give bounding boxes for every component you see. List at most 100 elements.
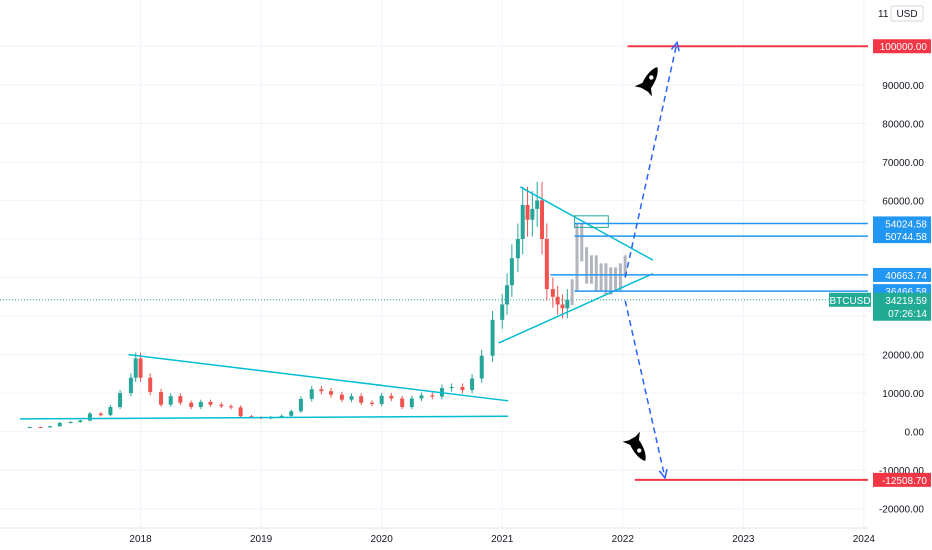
candle-body (470, 378, 475, 391)
price-level-tag: 36466.58 (885, 287, 927, 298)
time-tick-label: 2020 (371, 534, 394, 545)
candle-body (148, 377, 153, 392)
candle-body (544, 238, 549, 290)
candle-body (309, 389, 314, 399)
candle-body (238, 407, 243, 417)
candle-body (198, 401, 203, 407)
candle-body (159, 391, 164, 405)
price-level-tag: 50744.58 (885, 232, 927, 243)
candle-body (219, 404, 224, 407)
candle-body (565, 299, 570, 309)
time-tick-label: 2018 (129, 534, 152, 545)
price-level-tag: 100000.00 (880, 42, 928, 53)
candle-body (57, 422, 62, 427)
candle-body (208, 401, 213, 405)
highlight-rectangle (574, 215, 609, 228)
candle-body (27, 427, 32, 429)
candle-body (525, 205, 530, 220)
candle-body (550, 289, 555, 297)
candle-body (228, 406, 233, 408)
candle-body (505, 285, 510, 305)
current-price-tag-bg (873, 292, 931, 321)
candle-body (430, 395, 435, 397)
candle-body (133, 358, 138, 378)
time-tick-label: 2024 (853, 534, 876, 545)
candle-body (400, 398, 405, 407)
trendline (19, 415, 509, 420)
candle-body (78, 420, 83, 423)
candle-body (249, 416, 254, 418)
time-axis: 2018 2019 2020 2021 2022 2023 2024 (0, 527, 876, 545)
time-tick-label: 2023 (732, 534, 755, 545)
candle-body (409, 398, 414, 407)
current-price-tag: 34219.59 (885, 296, 927, 307)
candle-body (128, 377, 133, 394)
price-tick-label: 60000.00 (882, 196, 924, 207)
currency-label[interactable]: USD (896, 9, 917, 20)
price-tick-label-partial: 11 (878, 9, 889, 20)
candle-body (359, 396, 364, 403)
price-tick-label: -20000.00 (879, 505, 924, 516)
price-tick-label: 10000.00 (882, 389, 924, 400)
candle-body (68, 422, 73, 424)
candle-body (389, 395, 394, 399)
candle-body (329, 391, 334, 395)
candle-body (509, 258, 514, 286)
price-tick-label: 70000.00 (882, 158, 924, 169)
candle-body (500, 304, 505, 320)
candle-body (460, 386, 465, 391)
candle-body (379, 395, 384, 404)
candle-body (178, 396, 183, 403)
time-tick-label: 2022 (612, 534, 635, 545)
candle-body (319, 389, 324, 392)
currency-box[interactable] (890, 5, 924, 22)
candle-body (479, 355, 484, 379)
arrow-head (670, 40, 680, 52)
grid (0, 0, 868, 528)
price-tick-label: 0.00 (905, 428, 925, 439)
drawings (19, 40, 868, 481)
time-tick-label: 2019 (250, 534, 273, 545)
price-tick-label: 20000.00 (882, 351, 924, 362)
candle-body (560, 304, 565, 309)
price-level-tag: -12508.70 (882, 476, 927, 487)
candle-body (339, 394, 344, 400)
price-level-tag-bg (873, 267, 931, 282)
candle-body (349, 396, 354, 400)
candle-body (535, 200, 540, 209)
rocket-fins (634, 82, 652, 97)
price-tick-label: 90000.00 (882, 81, 924, 92)
rocket-fins (622, 431, 640, 446)
candle-body (108, 406, 113, 416)
trendline (128, 353, 509, 402)
price-tick-label: -10000.00 (879, 466, 924, 477)
time-tick-label: 2021 (491, 534, 514, 545)
candle-body (48, 426, 53, 428)
symbol-tag-bg (829, 292, 871, 307)
rocket-down-icon (622, 431, 646, 461)
candle-body (520, 205, 525, 239)
price-level-tag-bg (873, 472, 931, 487)
candle-body (540, 200, 545, 239)
candle-body (449, 386, 454, 389)
candle-body (118, 393, 123, 407)
price-tick-label: 80000.00 (882, 119, 924, 130)
price-axis: 90000.00 80000.00 70000.00 60000.00 20000.00… (829, 0, 932, 550)
rocket-body (628, 436, 646, 461)
candle-body (530, 208, 535, 220)
candle-body (189, 402, 194, 407)
projection-arrow (624, 42, 678, 278)
candle-body (555, 296, 560, 305)
candle-body (298, 398, 303, 412)
arrow-head (658, 468, 668, 480)
price-series (27, 181, 627, 429)
currency-selector[interactable]: USD (890, 5, 924, 22)
candle-body (98, 413, 103, 416)
price-level-tag: 54024.58 (885, 219, 927, 230)
candle-body (289, 411, 294, 416)
candle-body (168, 396, 173, 405)
candle-body (38, 427, 43, 429)
candle-body (515, 238, 520, 259)
